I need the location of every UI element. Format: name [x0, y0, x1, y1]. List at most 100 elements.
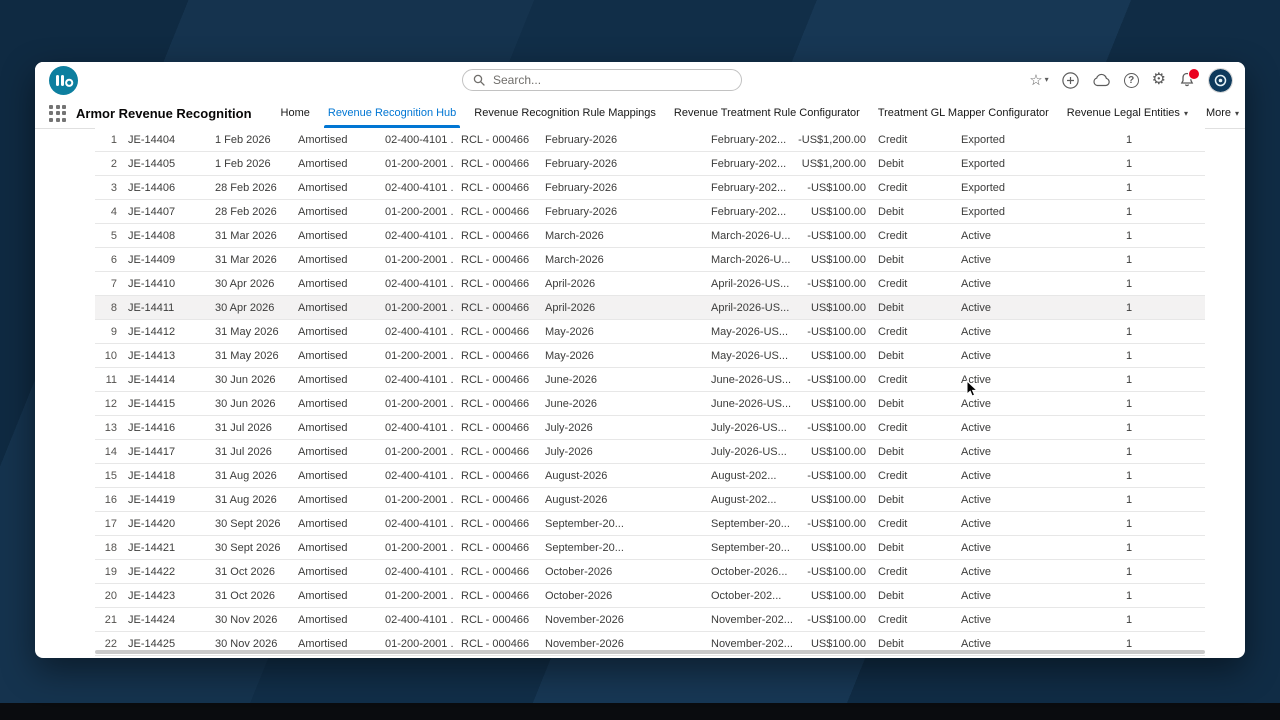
star-icon: ☆	[1029, 71, 1043, 89]
status: Active	[961, 589, 991, 602]
debit-credit: Debit	[878, 157, 904, 170]
tab-treatment-gl-mapper-configurator[interactable]: Treatment GL Mapper Configurator	[869, 98, 1058, 128]
app-name: Armor Revenue Recognition	[76, 105, 252, 121]
journal-entry-id: JE-14404	[128, 133, 176, 146]
count: 1	[1126, 253, 1133, 266]
table-row[interactable]: 16 JE-14419 31 Aug 2026 Amortised 01-200…	[95, 488, 1205, 512]
rcl-reference: RCL - 000466	[461, 181, 530, 194]
count: 1	[1126, 541, 1133, 554]
period-detail: November-202...	[711, 637, 793, 650]
period-detail: November-202...	[711, 613, 793, 626]
row-number: 2	[110, 157, 117, 170]
table-row[interactable]: 11 JE-14414 30 Jun 2026 Amortised 02-400…	[95, 368, 1205, 392]
tab-more[interactable]: More ▾	[1197, 98, 1245, 128]
favorites-button[interactable]: ☆ ▾	[1029, 73, 1048, 88]
recognition-method: Amortised	[298, 301, 348, 314]
table-row[interactable]: 10 JE-14413 31 May 2026 Amortised 01-200…	[95, 344, 1205, 368]
table-row[interactable]: 13 JE-14416 31 Jul 2026 Amortised 02-400…	[95, 416, 1205, 440]
table-row[interactable]: 7 JE-14410 30 Apr 2026 Amortised 02-400-…	[95, 272, 1205, 296]
debit-credit: Credit	[878, 421, 908, 434]
period-detail: March-2026-U...	[711, 229, 791, 242]
table-row[interactable]: 18 JE-14421 30 Sept 2026 Amortised 01-20…	[95, 536, 1205, 560]
entry-date: 30 Apr 2026	[215, 277, 275, 290]
row-number: 17	[104, 517, 117, 530]
app-launcher-icon[interactable]	[49, 104, 66, 122]
period: June-2026	[545, 397, 597, 410]
table-row[interactable]: 1 JE-14404 1 Feb 2026 Amortised 02-400-4…	[95, 128, 1205, 152]
table-row[interactable]: 21 JE-14424 30 Nov 2026 Amortised 02-400…	[95, 608, 1205, 632]
cloud-upload-icon[interactable]	[1092, 73, 1111, 87]
debit-credit: Credit	[878, 277, 908, 290]
global-actions-plus-icon[interactable]	[1061, 71, 1079, 89]
gl-account: 02-400-4101 ...	[385, 229, 453, 242]
amount: -US$100.00	[807, 517, 866, 530]
status: Exported	[961, 133, 1006, 146]
table-row[interactable]: 2 JE-14405 1 Feb 2026 Amortised 01-200-2…	[95, 152, 1205, 176]
count: 1	[1126, 637, 1133, 650]
gl-account: 01-200-2001 ...	[385, 205, 453, 218]
entry-date: 30 Sept 2026	[215, 517, 281, 530]
recognition-method: Amortised	[298, 181, 348, 194]
count: 1	[1126, 229, 1133, 242]
tab-label: Home	[280, 107, 310, 119]
notifications-bell-icon[interactable]	[1179, 68, 1200, 88]
table-row[interactable]: 17 JE-14420 30 Sept 2026 Amortised 02-40…	[95, 512, 1205, 536]
entry-date: 31 May 2026	[215, 325, 279, 338]
status: Exported	[961, 157, 1006, 170]
debit-credit: Credit	[878, 613, 908, 626]
amount: -US$100.00	[807, 277, 866, 290]
table-row[interactable]: 3 JE-14406 28 Feb 2026 Amortised 02-400-…	[95, 176, 1205, 200]
tab-revenue-legal-entities[interactable]: Revenue Legal Entities ▾	[1058, 98, 1197, 128]
table-row[interactable]: 9 JE-14412 31 May 2026 Amortised 02-400-…	[95, 320, 1205, 344]
table-row[interactable]: 20 JE-14423 31 Oct 2026 Amortised 01-200…	[95, 584, 1205, 608]
debit-credit: Credit	[878, 181, 908, 194]
debit-credit: Credit	[878, 133, 908, 146]
global-search[interactable]	[462, 69, 742, 91]
gl-account: 01-200-2001 ...	[385, 301, 453, 314]
gear-icon[interactable]: ⚙	[1151, 71, 1166, 88]
status: Active	[961, 397, 991, 410]
tab-home[interactable]: Home	[272, 98, 319, 128]
journal-entry-id: JE-14415	[128, 397, 176, 410]
help-icon[interactable]: ?	[1123, 72, 1139, 88]
table-row[interactable]: 12 JE-14415 30 Jun 2026 Amortised 01-200…	[95, 392, 1205, 416]
table-row[interactable]: 5 JE-14408 31 Mar 2026 Amortised 02-400-…	[95, 224, 1205, 248]
table-row[interactable]: 19 JE-14422 31 Oct 2026 Amortised 02-400…	[95, 560, 1205, 584]
gl-account: 02-400-4101 ...	[385, 277, 453, 290]
table-row[interactable]: 8 JE-14411 30 Apr 2026 Amortised 01-200-…	[95, 296, 1205, 320]
tab-revenue-treatment-rule-configurator[interactable]: Revenue Treatment Rule Configurator	[665, 98, 869, 128]
period-detail: October-2026...	[711, 565, 788, 578]
gl-account: 01-200-2001 ...	[385, 637, 453, 650]
journal-entry-id: JE-14422	[128, 565, 176, 578]
period-detail: June-2026-US...	[711, 397, 792, 410]
recognition-method: Amortised	[298, 589, 348, 602]
amount: -US$100.00	[807, 565, 866, 578]
amount: US$100.00	[810, 637, 866, 650]
period: August-2026	[545, 469, 608, 482]
entry-date: 30 Nov 2026	[215, 613, 278, 626]
debit-credit: Debit	[878, 349, 904, 362]
rcl-reference: RCL - 000466	[461, 421, 530, 434]
search-input[interactable]	[491, 72, 731, 88]
recognition-method: Amortised	[298, 613, 348, 626]
table-row[interactable]: 6 JE-14409 31 Mar 2026 Amortised 01-200-…	[95, 248, 1205, 272]
tab-revenue-recognition-hub[interactable]: Revenue Recognition Hub	[319, 98, 465, 128]
recognition-method: Amortised	[298, 253, 348, 266]
rcl-reference: RCL - 000466	[461, 397, 530, 410]
table-row[interactable]: 14 JE-14417 31 Jul 2026 Amortised 01-200…	[95, 440, 1205, 464]
debit-credit: Credit	[878, 229, 908, 242]
status: Active	[961, 613, 991, 626]
debit-credit: Debit	[878, 301, 904, 314]
amount: -US$100.00	[807, 181, 866, 194]
table-row[interactable]: 23 JE-14426 31 Dec 2026 Amortised 02-400…	[95, 656, 1205, 658]
row-number: 9	[110, 325, 117, 338]
tab-revenue-recognition-rule-mappings[interactable]: Revenue Recognition Rule Mappings	[465, 98, 665, 128]
row-number: 11	[105, 373, 117, 386]
horizontal-scrollbar[interactable]	[95, 650, 1205, 654]
debit-credit: Debit	[878, 493, 904, 506]
table-row[interactable]: 4 JE-14407 28 Feb 2026 Amortised 01-200-…	[95, 200, 1205, 224]
journal-entry-id: JE-14411	[128, 301, 175, 314]
user-avatar[interactable]	[1208, 67, 1233, 93]
table-row[interactable]: 15 JE-14418 31 Aug 2026 Amortised 02-400…	[95, 464, 1205, 488]
period-detail: May-2026-US...	[711, 349, 789, 362]
